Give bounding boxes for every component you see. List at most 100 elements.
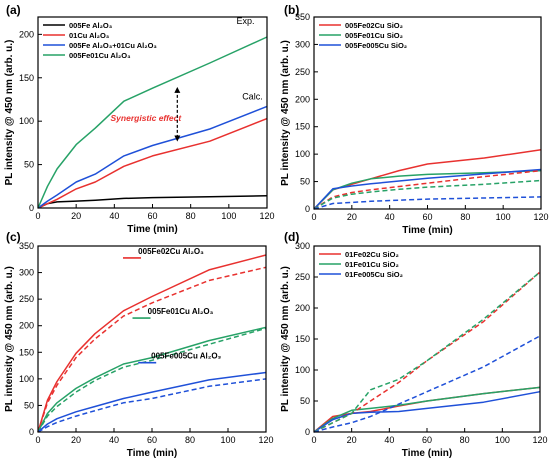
plot-frame <box>313 16 542 210</box>
annotation: Calc. <box>242 91 263 101</box>
series-line-dashed-3 <box>37 327 267 433</box>
y-tick-label: 200 <box>19 29 34 39</box>
series-line-dashed-1 <box>37 266 267 433</box>
legend-entry: 005Fe005Cu SiO₂ <box>345 41 407 50</box>
plot-frame <box>37 16 268 209</box>
series-line-2 <box>313 390 541 433</box>
x-tick-label: 60 <box>147 435 157 445</box>
x-tick-label: 120 <box>259 211 274 221</box>
legend-entry: 01Cu Al₂O₃ <box>69 31 110 40</box>
y-tick-label: 200 <box>295 303 310 313</box>
legend-entry: 01Fe005Cu SiO₂ <box>345 270 403 279</box>
y-tick-label: 150 <box>19 347 34 357</box>
y-tick-label: 50 <box>24 160 34 170</box>
x-tick-label: 100 <box>496 212 511 222</box>
x-tick-label: 0 <box>311 435 316 445</box>
panel-d: (d) 0 20 40 60 80 100 120 0 50 100 150 200 250 300 Time… <box>280 230 548 459</box>
series-line-dashed-5 <box>313 335 541 433</box>
y-tick-label: 150 <box>295 334 310 344</box>
y-tick-label: 150 <box>19 73 34 83</box>
x-tick-label: 60 <box>422 435 432 445</box>
x-axis-label: Time (min) <box>127 224 177 235</box>
legend-entry: 01Fe02Cu SiO₂ <box>345 250 399 259</box>
y-tick-label: 0 <box>29 203 34 213</box>
series-label: 005Fe02Cu Al₂O₃ <box>138 247 204 256</box>
series-line-0 <box>313 149 542 210</box>
y-tick-label: 200 <box>295 94 310 104</box>
panel-b: (b) 0 20 40 60 80 100 120 0 50 100 150 200 250 300 350 T… <box>280 3 549 236</box>
panel-label: (d) <box>284 230 299 244</box>
panel-a: (a) 0 20 40 60 80 100 120 0 50 100 150 200 Time (min)… <box>4 3 275 235</box>
y-tick-label: 250 <box>19 294 34 304</box>
series-line-2 <box>313 168 542 210</box>
legend-entry: 005Fe01Cu Al₂O₃ <box>69 51 131 60</box>
x-tick-label: 100 <box>495 435 510 445</box>
x-tick-label: 80 <box>460 435 470 445</box>
y-axis-label: PL intensity @ 450 nm (arb. u.) <box>4 40 15 186</box>
y-tick-label: 0 <box>305 427 310 437</box>
y-axis-label: PL intensity @ 450 nm (arb. u.) <box>280 266 291 412</box>
y-axis-label: PL intensity @ 450 nm (arb. u.) <box>280 40 291 186</box>
series-line-1 <box>313 386 541 433</box>
x-tick-label: 100 <box>220 435 235 445</box>
y-tick-label: 0 <box>29 427 34 437</box>
y-tick-label: 150 <box>295 122 310 132</box>
legend-entry: 005Fe Al₂O₃ <box>69 21 113 30</box>
series-line-dashed-5 <box>313 196 542 210</box>
x-axis-label: Time (min) <box>402 225 452 236</box>
y-tick-label: 50 <box>300 177 310 187</box>
y-axis-label: PL intensity @ 450 nm (arb. u.) <box>4 266 15 412</box>
x-tick-label: 120 <box>258 435 273 445</box>
series-label: 005Fe005Cu Al₂O₃ <box>151 352 221 361</box>
y-tick-label: 100 <box>295 365 310 375</box>
legend-entry: 005Fe Al₂O₃+01Cu Al₂O₃ <box>69 41 157 50</box>
series-line-2 <box>37 326 267 433</box>
x-tick-label: 0 <box>311 212 316 222</box>
y-tick-label: 200 <box>19 321 34 331</box>
series-line-4 <box>37 371 267 433</box>
series-label: 005Fe01Cu Al₂O₃ <box>148 307 214 316</box>
y-tick-label: 300 <box>295 241 310 251</box>
panel-label: (b) <box>284 3 299 17</box>
y-tick-label: 100 <box>295 149 310 159</box>
x-tick-label: 60 <box>147 211 157 221</box>
y-tick-label: 50 <box>300 396 310 406</box>
y-tick-label: 300 <box>295 39 310 49</box>
series-line-dashed-4 <box>313 179 542 210</box>
series-line-dashed-3 <box>313 169 542 210</box>
x-tick-label: 40 <box>109 435 119 445</box>
y-tick-label: 100 <box>19 116 34 126</box>
y-tick-label: 0 <box>305 204 310 214</box>
series-line-0 <box>37 195 268 209</box>
x-tick-label: 80 <box>185 435 195 445</box>
series-line-3 <box>37 36 268 209</box>
x-tick-label: 60 <box>422 212 432 222</box>
plot-frame <box>37 245 267 433</box>
x-tick-label: 80 <box>460 212 470 222</box>
annotation: Exp. <box>236 16 254 26</box>
x-tick-label: 40 <box>109 211 119 221</box>
panel-c: (c) 0 20 40 60 80 100 120 0 50 100 150 200 250 300 350 T… <box>4 230 274 459</box>
panel-label: (c) <box>6 230 21 244</box>
series-line-dashed-5 <box>37 378 267 433</box>
series-line-2 <box>37 105 268 209</box>
legend-entry: 005Fe01Cu SiO₂ <box>345 31 403 40</box>
y-tick-label: 350 <box>19 241 34 251</box>
series-line-0 <box>313 386 541 433</box>
y-tick-label: 50 <box>24 400 34 410</box>
y-tick-label: 100 <box>19 374 34 384</box>
y-tick-label: 300 <box>19 268 34 278</box>
annotation: Synergistic effect <box>111 113 183 123</box>
y-tick-label: 350 <box>295 12 310 22</box>
y-tick-label: 250 <box>295 272 310 282</box>
x-tick-label: 20 <box>347 212 357 222</box>
x-tick-label: 80 <box>186 211 196 221</box>
x-tick-label: 20 <box>71 211 81 221</box>
x-tick-label: 100 <box>221 211 236 221</box>
x-tick-label: 0 <box>35 435 40 445</box>
x-axis-label: Time (min) <box>402 448 452 459</box>
x-tick-label: 40 <box>384 435 394 445</box>
series-line-1 <box>37 117 268 209</box>
y-tick-label: 250 <box>295 67 310 77</box>
x-tick-label: 120 <box>532 435 547 445</box>
